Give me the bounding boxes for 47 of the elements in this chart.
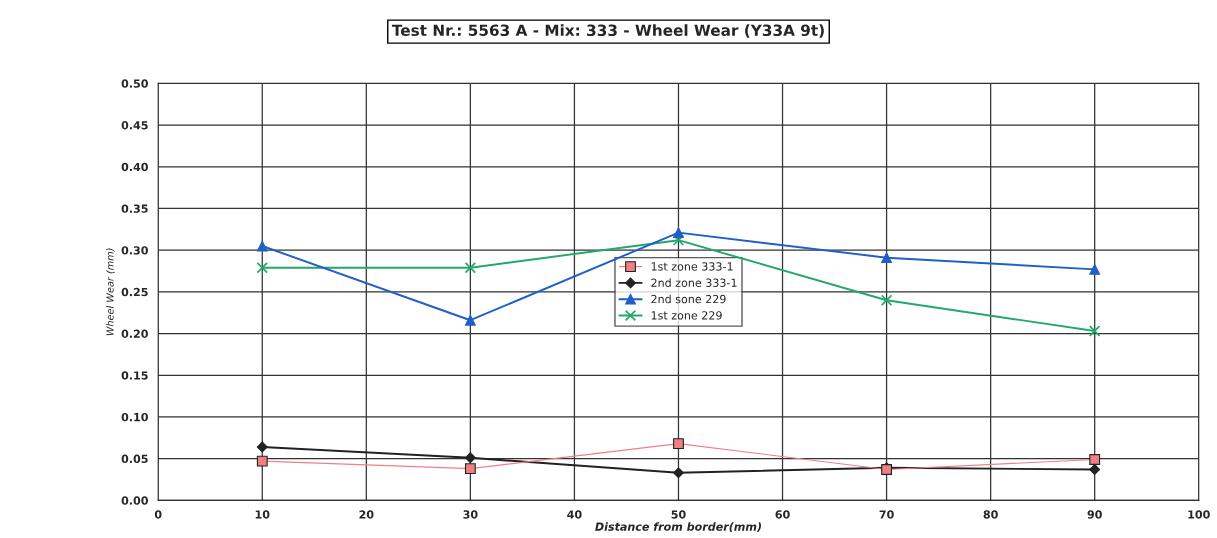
point [256,240,268,252]
point [1089,263,1101,275]
point [464,463,476,475]
x-tick-label: 0 [154,510,162,519]
legend-label: 1st zone 333-1 [651,262,733,271]
point [881,252,893,264]
y-tick-label: 0.50 [121,79,148,88]
x-axis-title: Distance from border(mm) [595,522,761,533]
x-tick-label: 50 [671,510,686,519]
point [673,227,684,239]
y-tick-label: 0.40 [121,162,148,172]
point [464,314,476,326]
point [256,261,268,274]
y-tick-label: 0.15 [121,371,148,380]
x-tick-label: 80 [983,510,998,519]
x-tick-label: 20 [359,510,374,519]
point [464,452,476,464]
x-tick-label: 100 [1188,510,1210,519]
y-tick-label: 0.10 [121,412,148,422]
x-tick-label: 60 [775,510,790,519]
y-axis-title: Wheel Wear (mm) [106,248,115,336]
x-tick-label: 90 [1087,510,1102,519]
y-tick-label: 0.20 [121,329,148,338]
point [673,467,684,479]
y-tick-label: 0.45 [121,121,148,130]
point [256,441,268,453]
point [673,438,684,450]
point [672,234,685,246]
x-tick-label: 70 [879,510,894,519]
x-tick-label: 10 [255,510,270,519]
legend-label: 1st zone 229 [651,311,722,320]
point [1088,325,1101,337]
chart-title: Test Nr.: 5563 A - Mix: 333 - Wheel Wear (Y33A 9t) [391,24,824,38]
x-tick-label: 40 [567,510,582,519]
y-tick-label: 0.30 [121,246,148,255]
point [256,455,268,467]
point [1089,464,1101,475]
y-tick-label: 0.05 [121,454,148,464]
y-tick-label: 0.00 [121,496,148,505]
legend-label: 2nd zone 333-1 [651,278,737,287]
y-tick-label: 0.25 [121,287,148,297]
point [464,261,477,274]
y-tick-label: 0.35 [121,204,148,213]
legend-label: 2nd sone 229 [651,294,726,304]
point [880,294,893,306]
point [1089,454,1101,465]
x-tick-label: 30 [463,510,478,519]
